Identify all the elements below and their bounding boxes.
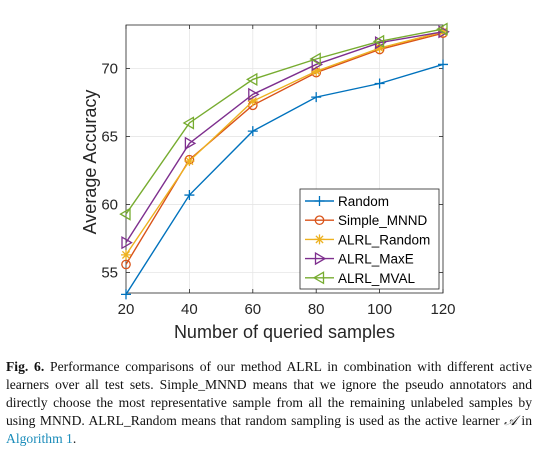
data-point	[121, 236, 133, 250]
series-alrl-maxe	[121, 25, 450, 250]
plot-frame	[125, 24, 444, 294]
legend-label: Simple_MNND	[338, 213, 428, 228]
data-point	[314, 251, 327, 266]
data-point	[314, 215, 325, 226]
data-point	[311, 57, 323, 72]
data-point	[184, 136, 197, 150]
x-tick-label: 60	[244, 301, 261, 318]
series-line	[125, 63, 444, 295]
legend-label: ALRL_MaxE	[338, 252, 414, 267]
y-tick-label: 70	[101, 61, 118, 78]
data-point	[309, 52, 321, 66]
series-alrl-mval	[119, 22, 448, 221]
data-point	[312, 271, 325, 285]
legend-item: ALRL_Random	[305, 232, 430, 247]
data-point	[121, 259, 131, 270]
data-point	[374, 43, 385, 54]
y-tick-label: 60	[101, 197, 118, 214]
data-point	[184, 156, 195, 167]
line-chart: 20 40 60 80 100 120 55 60 65 70 Number of queried…	[80, 22, 456, 342]
data-point	[246, 72, 258, 87]
data-point	[436, 22, 448, 36]
figure-caption: Fig. 6. Performance comparisons of our m…	[6, 358, 532, 448]
caption-text: Performance comparisons of our method AL…	[6, 359, 533, 428]
series-line	[125, 31, 444, 244]
data-point	[121, 249, 131, 260]
x-tick-label: 20	[118, 301, 135, 318]
series-lines	[119, 22, 450, 300]
x-tick-label: 100	[367, 301, 392, 318]
data-point	[374, 78, 385, 89]
y-tick-label: 55	[101, 265, 118, 282]
data-point	[248, 87, 260, 102]
series-line	[125, 31, 444, 256]
legend-item: Simple_MNND	[305, 213, 428, 228]
data-point	[314, 196, 325, 206]
legend-item: ALRL_MVAL	[305, 271, 416, 286]
x-tick-label: 120	[430, 301, 455, 318]
legend-item: ALRL_MaxE	[305, 252, 414, 267]
data-point	[184, 190, 195, 201]
data-point	[372, 34, 385, 48]
series-random	[121, 59, 448, 300]
legend-label: Random	[338, 194, 389, 209]
data-point	[119, 207, 131, 221]
data-point	[314, 234, 325, 245]
caption-label: Fig. 6.	[6, 359, 45, 374]
data-point	[182, 116, 195, 130]
x-tick-label: 40	[181, 301, 198, 318]
data-point	[247, 126, 258, 137]
x-tick-label: 80	[308, 301, 325, 318]
x-axis-label: Number of queried samples	[174, 322, 395, 342]
y-tick-label: 65	[101, 129, 118, 146]
caption-math-symbol: 𝒜	[504, 413, 517, 428]
y-axis-label: Average Accuracy	[80, 90, 100, 235]
data-point	[247, 96, 258, 107]
data-point	[438, 25, 450, 39]
data-point	[311, 92, 322, 103]
data-point	[311, 66, 322, 77]
data-point	[121, 289, 131, 300]
caption-text-end: .	[72, 431, 77, 446]
algorithm-link[interactable]: Algorithm 1	[6, 431, 73, 446]
caption-text-middle: in	[521, 413, 532, 428]
data-point	[438, 59, 448, 70]
legend: Random Simple_MNND ALRL_Random ALRL_MaxE ALR…	[299, 188, 440, 290]
legend-label: ALRL_MVAL	[338, 271, 416, 286]
legend-label: ALRL_Random	[338, 232, 430, 247]
series-line	[125, 28, 444, 215]
axis-ticks: 20 40 60 80 100 120 55 60 65 70	[101, 25, 456, 318]
legend-item: Random	[305, 194, 389, 209]
